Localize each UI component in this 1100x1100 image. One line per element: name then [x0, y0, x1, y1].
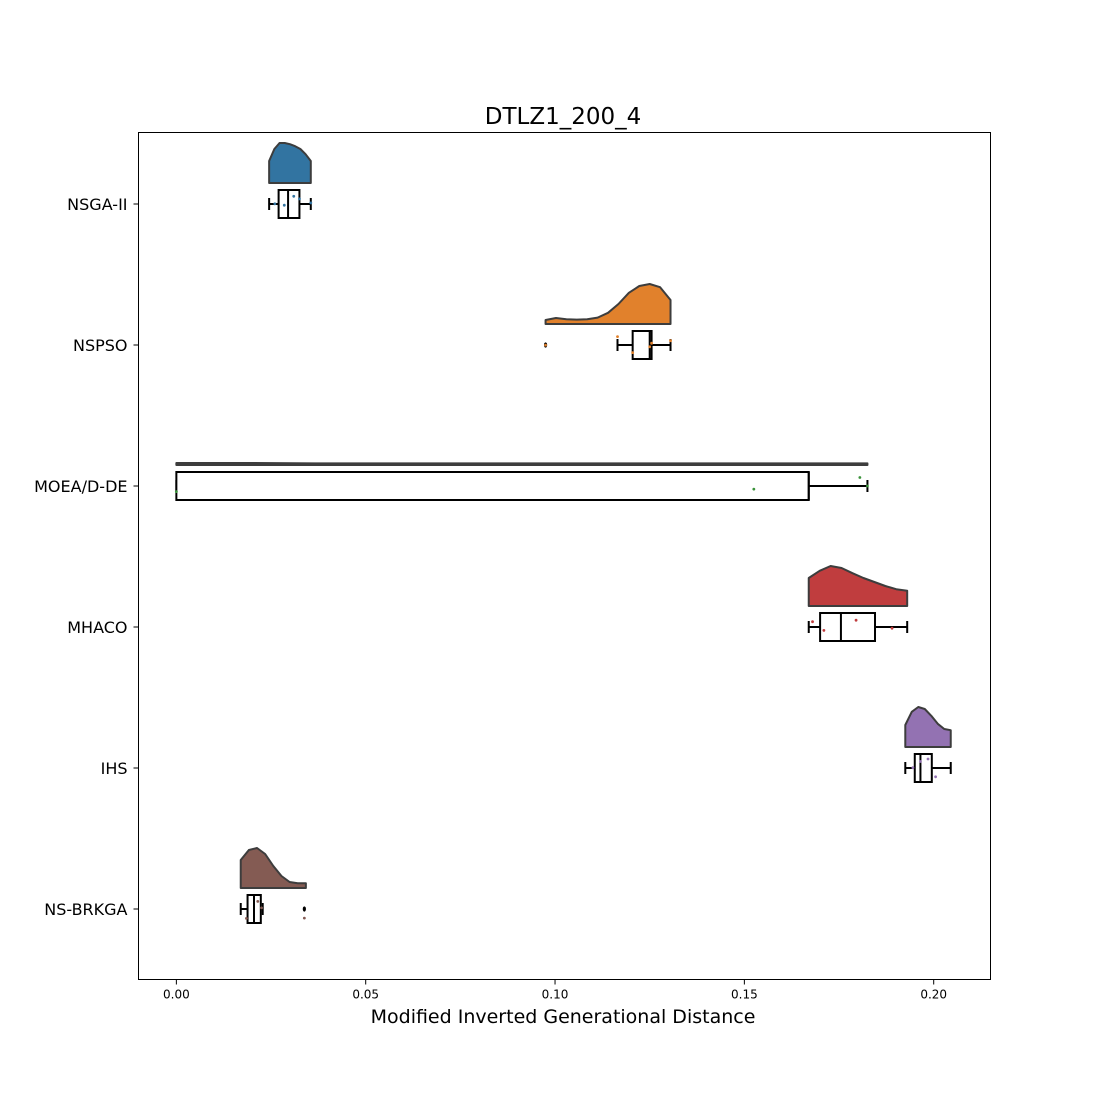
density-cloud: [175, 462, 869, 466]
rain-point: [260, 906, 263, 910]
rain-point: [298, 197, 301, 201]
rain-point: [282, 203, 286, 207]
rain-point: [273, 202, 277, 206]
rain-point: [911, 766, 915, 770]
rain-point: [650, 341, 653, 345]
density-cloud: [268, 142, 312, 184]
x-tick-label: 0.20: [920, 988, 947, 1002]
x-tick-label: 0.15: [731, 988, 758, 1002]
category-label: IHS: [101, 759, 128, 778]
rain-point: [544, 343, 547, 347]
rain-point: [752, 487, 756, 491]
rain-point: [858, 476, 862, 479]
x-tick-label: 0.10: [542, 988, 569, 1002]
box-plot: [616, 330, 672, 360]
y-axis-ticks: NSGA-II NSPSO MOEA/D-DE MHACO IHS NS-BRKGA: [34, 195, 139, 919]
category-label: NS-BRKGA: [44, 900, 127, 919]
rain-point: [854, 618, 858, 622]
category-label: NSGA-II: [67, 195, 127, 214]
box-iqr: [631, 330, 653, 360]
rain-point: [934, 775, 937, 779]
rain-point: [822, 629, 826, 632]
rain-point: [616, 335, 619, 338]
plot-content: [174, 142, 952, 924]
box-plot: [239, 894, 264, 924]
rain-point: [174, 490, 178, 493]
category-label: NSPSO: [73, 336, 128, 355]
category-label: MHACO: [67, 618, 127, 637]
rain-point: [302, 916, 306, 920]
x-axis-ticks: 0.00 0.05 0.10 0.15 0.20: [163, 979, 947, 1002]
box-iqr: [819, 612, 877, 642]
rain-point: [919, 760, 922, 763]
rain-point: [669, 339, 672, 343]
rain-point: [926, 757, 930, 761]
box-iqr: [913, 753, 933, 783]
x-tick-label: 0.00: [163, 988, 190, 1002]
rain-point: [245, 917, 248, 920]
chart-title: DTLZ1_200_4: [485, 104, 642, 130]
density-cloud: [807, 565, 909, 607]
plot-frame: [138, 132, 991, 980]
box-plot: [807, 612, 909, 642]
density-cloud: [239, 847, 307, 889]
box-iqr: [175, 471, 810, 501]
rain-point: [256, 900, 260, 903]
category-label: MOEA/D-DE: [34, 477, 127, 496]
rain-point: [648, 345, 652, 349]
rain-point: [631, 351, 635, 354]
rain-point: [811, 620, 814, 624]
box-plot: [175, 471, 869, 501]
rain-point: [866, 484, 869, 488]
rain-point: [890, 626, 894, 630]
rain-point: [292, 194, 296, 198]
density-cloud: [904, 706, 952, 748]
x-axis-label: Modified Inverted Generational Distance: [371, 1006, 756, 1028]
x-tick-label: 0.05: [352, 988, 379, 1002]
outlier-point: [302, 906, 306, 912]
density-cloud: [544, 283, 672, 325]
box-plot: [904, 753, 952, 783]
rain-point: [309, 201, 313, 205]
